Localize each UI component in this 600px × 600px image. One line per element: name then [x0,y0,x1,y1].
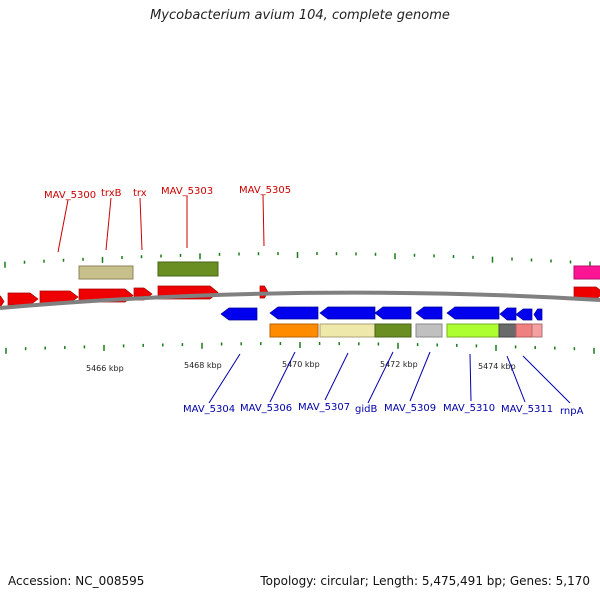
leader-line [139,197,143,251]
scale-label: 5472 kbp [380,360,418,369]
cog-bar-mav5310[interactable] [446,323,500,338]
gene-label-rnpa[interactable]: rnpA [560,406,584,417]
cog-bar-mav5311[interactable] [498,323,517,338]
leader-line [367,351,394,404]
minus-gene-arrow[interactable] [446,306,500,320]
genome-backbone [0,290,600,310]
gene-label-mav5310[interactable]: MAV_5310 [443,403,495,414]
cog-bar-rnpa-a[interactable] [515,323,533,338]
cog-bar-mav5306[interactable] [269,323,319,338]
cog-bar-right-edge[interactable] [573,265,600,280]
leader-line [506,355,526,403]
minus-gene-arrow[interactable] [269,306,319,320]
plus-gene-arrow[interactable] [39,290,79,304]
gene-label-mav5309[interactable]: MAV_5309 [384,403,436,414]
gene-label-trx[interactable]: trx [133,188,147,199]
accession-text: Accession: NC_008595 [8,574,145,588]
genome-summary-text: Topology: circular; Length: 5,475,491 bp… [260,574,590,588]
minus-gene-arrow[interactable] [533,308,543,321]
leader-line [469,353,472,402]
page-title: Mycobacterium avium 104, complete genome [150,8,450,23]
gene-label-mav5307[interactable]: MAV_5307 [298,402,350,413]
leader-line [262,194,265,247]
cog-bar-mav5303[interactable] [157,261,219,277]
tick-row-outer [4,252,591,268]
scale-labels: 5466 kbp 5468 kbp 5470 kbp 5472 kbp 5474… [86,360,516,373]
gene-label-mav5303[interactable]: MAV_5303 [161,186,213,197]
leader-line [409,351,431,402]
leader-line [324,352,349,401]
gene-label-mav5304[interactable]: MAV_5304 [183,404,235,415]
minus-gene-arrow[interactable] [374,306,412,320]
tick-row-inner [5,342,595,354]
scale-label: 5466 kbp [86,364,124,373]
leader-line [208,353,241,404]
minus-gene-arrow[interactable] [415,306,443,320]
scale-label: 5470 kbp [282,360,320,369]
minus-gene-arrow[interactable] [319,306,376,320]
plus-gene-arrow[interactable] [0,295,5,308]
cog-bar-mav5307[interactable] [319,323,376,338]
minus-gene-arrow[interactable] [499,307,517,321]
leader-line [269,351,296,403]
cog-bar-mav5309[interactable] [415,323,443,338]
minus-gene-arrow[interactable] [515,308,533,321]
leader-line [105,197,112,251]
scale-label: 5474 kbp [478,362,516,371]
leader-line [522,355,571,404]
cog-bar-trxb[interactable] [78,265,134,280]
scale-label: 5468 kbp [184,361,222,370]
plus-gene-arrow[interactable] [7,292,39,306]
minus-gene-arrow[interactable] [220,307,258,321]
gene-label-mav5306[interactable]: MAV_5306 [240,403,292,414]
gene-label-mav5305[interactable]: MAV_5305 [239,185,291,196]
cog-bar-rnpa-b[interactable] [531,323,543,338]
minus-strand-labels: MAV_5304 MAV_5306 MAV_5307 gidB MAV_5309… [183,351,584,417]
cog-bar-gidb[interactable] [374,323,412,338]
minus-strand-arrows [220,306,543,321]
gene-label-mav5311[interactable]: MAV_5311 [501,404,553,415]
gene-label-trxb[interactable]: trxB [101,188,122,199]
leader-line [57,199,69,253]
gene-label-mav5300[interactable]: MAV_5300 [44,190,96,201]
gene-label-gidb[interactable]: gidB [355,404,377,415]
plus-strand-labels: MAV_5300 trxB trx MAV_5303 MAV_5305 [44,185,291,253]
